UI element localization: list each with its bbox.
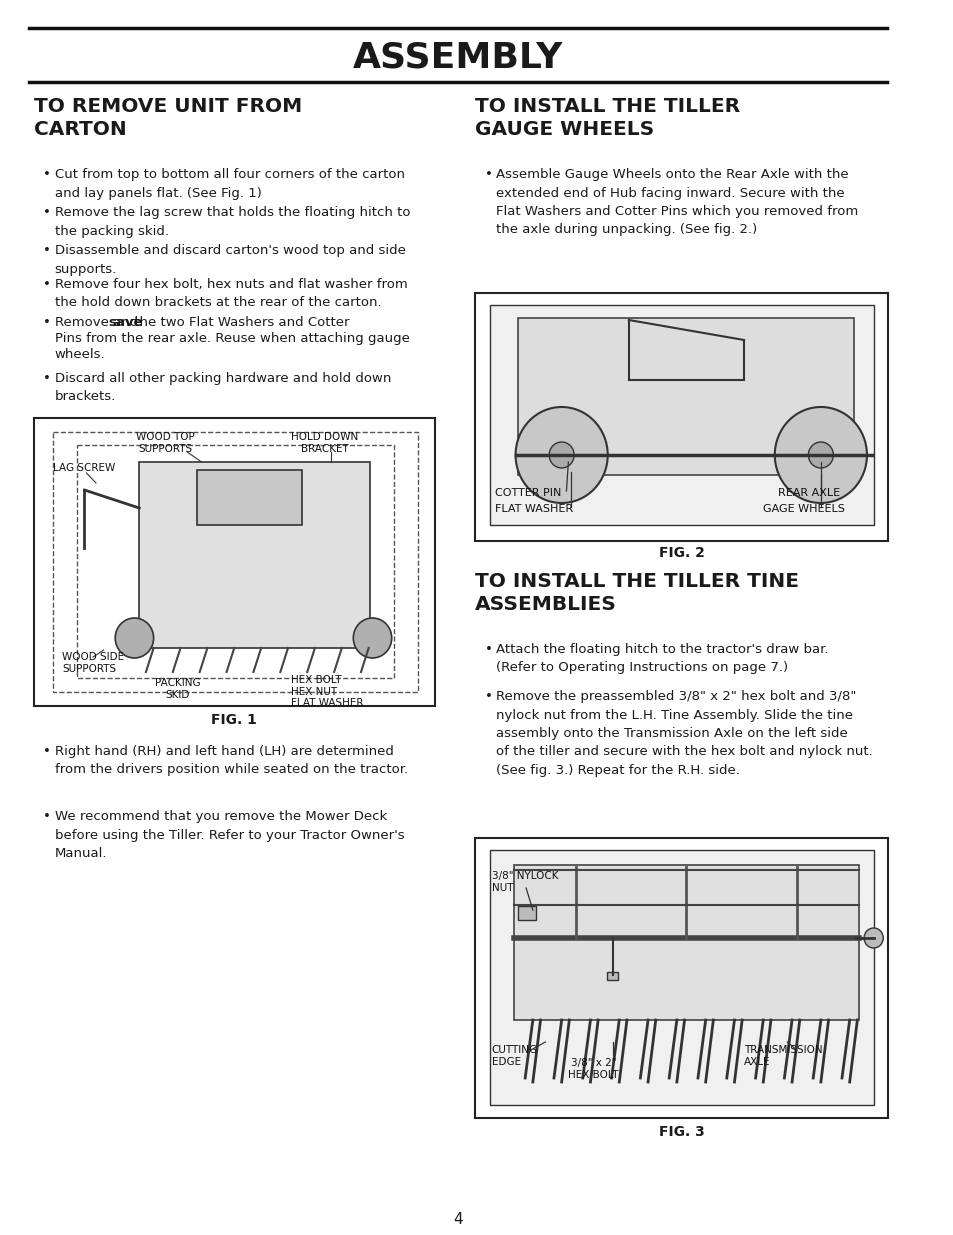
Circle shape [774, 408, 866, 503]
Circle shape [863, 927, 882, 948]
Polygon shape [196, 471, 302, 525]
Text: Remove four hex bolt, hex nuts and flat washer from
the hold down brackets at th: Remove four hex bolt, hex nuts and flat … [54, 278, 407, 310]
Bar [606, 972, 618, 981]
Bar [475, 839, 887, 1118]
Text: •: • [43, 245, 51, 257]
Text: GAGE WHEELS: GAGE WHEELS [762, 504, 844, 514]
Bar [517, 906, 536, 920]
Text: PACKING
SKID: PACKING SKID [154, 678, 200, 699]
Text: WOOD SIDE
SUPPORTS: WOOD SIDE SUPPORTS [62, 652, 125, 673]
Text: 3/8" x 2"
HEX BOLT: 3/8" x 2" HEX BOLT [567, 1058, 618, 1079]
Bar [33, 417, 435, 706]
Text: FLAT WASHER: FLAT WASHER [495, 504, 573, 514]
Text: Remove and: Remove and [54, 316, 142, 329]
Text: ASSEMBLY: ASSEMBLY [353, 41, 562, 75]
Text: the two Flat Washers and Cotter: the two Flat Washers and Cotter [130, 316, 349, 329]
Text: 4: 4 [453, 1213, 462, 1228]
Text: FIG. 3: FIG. 3 [659, 1125, 704, 1139]
Circle shape [353, 618, 392, 658]
Text: CUTTING
EDGE: CUTTING EDGE [491, 1045, 537, 1067]
Text: 3/8" NYLOCK
NUT: 3/8" NYLOCK NUT [491, 871, 558, 893]
Text: •: • [43, 810, 51, 823]
Text: WOOD TOP
SUPPORTS: WOOD TOP SUPPORTS [135, 432, 194, 453]
Polygon shape [513, 864, 859, 1020]
Polygon shape [489, 305, 873, 525]
Text: •: • [43, 372, 51, 385]
Text: We recommend that you remove the Mower Deck
before using the Tiller. Refer to yo: We recommend that you remove the Mower D… [54, 810, 404, 860]
Text: COTTER PIN: COTTER PIN [495, 488, 561, 498]
Text: FIG. 1: FIG. 1 [212, 713, 257, 727]
Text: •: • [484, 643, 492, 656]
Text: TRANSMISSION
AXLE: TRANSMISSION AXLE [743, 1045, 821, 1067]
Text: Disassemble and discard carton's wood top and side
supports.: Disassemble and discard carton's wood to… [54, 245, 405, 275]
Circle shape [549, 442, 574, 468]
Text: LAG SCREW: LAG SCREW [52, 463, 115, 473]
Polygon shape [517, 317, 854, 475]
Text: Remove the lag screw that holds the floating hitch to
the packing skid.: Remove the lag screw that holds the floa… [54, 206, 410, 237]
Circle shape [515, 408, 607, 503]
Text: •: • [43, 316, 51, 329]
Text: TO INSTALL THE TILLER
GAUGE WHEELS: TO INSTALL THE TILLER GAUGE WHEELS [475, 98, 740, 138]
Text: •: • [484, 168, 492, 182]
Bar [475, 293, 887, 541]
Text: TO REMOVE UNIT FROM
CARTON: TO REMOVE UNIT FROM CARTON [33, 98, 301, 138]
Text: HEX BOLT
HEX NUT
FLAT WASHER: HEX BOLT HEX NUT FLAT WASHER [291, 676, 363, 708]
Text: •: • [43, 745, 51, 758]
Text: •: • [484, 690, 492, 703]
Text: save: save [108, 316, 142, 329]
Circle shape [807, 442, 833, 468]
Text: REAR AXLE: REAR AXLE [777, 488, 839, 498]
Polygon shape [139, 462, 369, 648]
Polygon shape [489, 850, 873, 1105]
Text: Remove the preassembled 3/8" x 2" hex bolt and 3/8"
nylock nut from the L.H. Tin: Remove the preassembled 3/8" x 2" hex bo… [496, 690, 872, 777]
Circle shape [115, 618, 153, 658]
Text: TO INSTALL THE TILLER TINE
ASSEMBLIES: TO INSTALL THE TILLER TINE ASSEMBLIES [475, 572, 799, 614]
Text: wheels.: wheels. [54, 348, 105, 361]
Text: •: • [43, 168, 51, 182]
Text: Cut from top to bottom all four corners of the carton
and lay panels flat. (See : Cut from top to bottom all four corners … [54, 168, 404, 200]
Text: Right hand (RH) and left hand (LH) are determined
from the drivers position whil: Right hand (RH) and left hand (LH) are d… [54, 745, 408, 777]
Text: Discard all other packing hardware and hold down
brackets.: Discard all other packing hardware and h… [54, 372, 391, 404]
Text: Assemble Gauge Wheels onto the Rear Axle with the
extended end of Hub facing inw: Assemble Gauge Wheels onto the Rear Axle… [496, 168, 858, 236]
Text: Attach the floating hitch to the tractor's draw bar.
(Refer to Operating Instruc: Attach the floating hitch to the tractor… [496, 643, 828, 674]
Text: •: • [43, 278, 51, 291]
Text: FIG. 2: FIG. 2 [658, 546, 704, 559]
Text: HOLD DOWN
BRACKET: HOLD DOWN BRACKET [291, 432, 357, 453]
Text: Pins from the rear axle. Reuse when attaching gauge: Pins from the rear axle. Reuse when atta… [54, 332, 409, 345]
Text: •: • [43, 206, 51, 219]
